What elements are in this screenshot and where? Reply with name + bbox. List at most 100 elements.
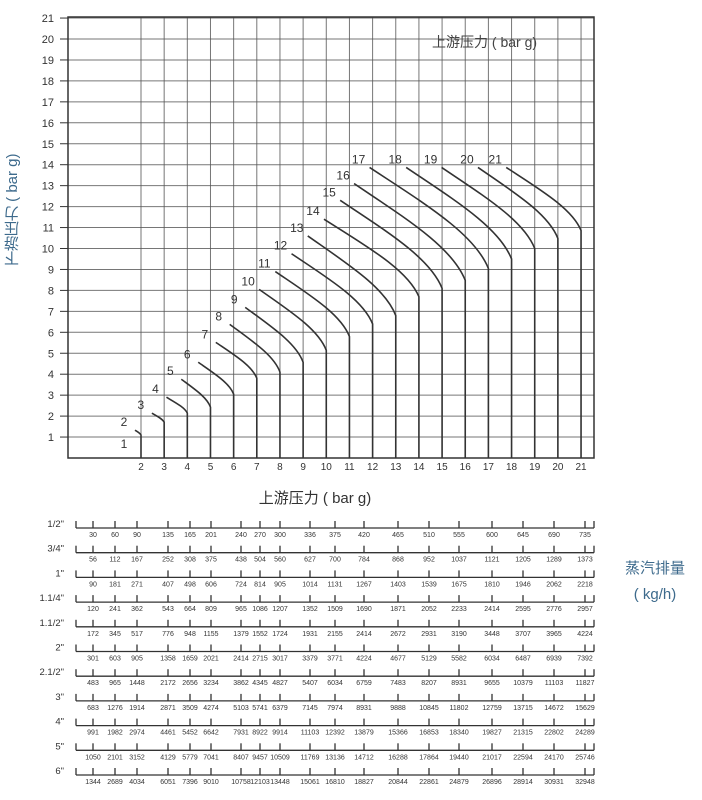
flow-value: 336 xyxy=(304,532,316,539)
flow-value: 965 xyxy=(235,606,247,613)
flow-value: 700 xyxy=(329,557,341,564)
pipe-size-label: 1" xyxy=(55,568,64,579)
flow-value: 21315 xyxy=(513,730,533,737)
curve-label: 16 xyxy=(336,169,350,183)
flow-value: 241 xyxy=(109,606,121,613)
flow-value: 9457 xyxy=(252,754,268,761)
y-tick-label: 12 xyxy=(42,202,54,214)
flow-value: 172 xyxy=(87,631,99,638)
flow-value: 6642 xyxy=(203,730,219,737)
flow-value: 4224 xyxy=(356,656,372,663)
flow-value: 627 xyxy=(304,557,316,564)
flow-value: 2172 xyxy=(160,680,176,687)
y-tick-label: 17 xyxy=(42,97,54,109)
flow-value: 2957 xyxy=(577,606,593,613)
flow-value: 3234 xyxy=(203,680,219,687)
y-tick-label: 9 xyxy=(48,264,54,276)
flow-value: 9914 xyxy=(272,730,288,737)
flow-value: 776 xyxy=(162,631,174,638)
flow-value: 21017 xyxy=(482,754,502,761)
y-tick-label: 8 xyxy=(48,285,54,297)
flow-value: 24879 xyxy=(449,779,469,786)
flow-value: 14712 xyxy=(354,754,374,761)
curve-label: 14 xyxy=(306,204,320,218)
flow-value: 300 xyxy=(274,532,286,539)
flow-value: 3862 xyxy=(233,680,249,687)
flow-value: 345 xyxy=(109,631,121,638)
flow-value: 112 xyxy=(109,557,120,564)
flow-value: 24170 xyxy=(544,754,564,761)
flow-value: 8407 xyxy=(233,754,249,761)
flow-value: 7145 xyxy=(302,705,318,712)
flow-value: 2595 xyxy=(515,606,531,613)
flow-value: 308 xyxy=(184,557,196,564)
x-tick-label: 3 xyxy=(161,462,167,473)
pressure-curve-20 xyxy=(477,166,559,458)
curve-label: 12 xyxy=(274,239,288,253)
flow-value: 1448 xyxy=(129,680,145,687)
flow-value: 15629 xyxy=(575,705,595,712)
pressure-curve-11 xyxy=(274,270,351,458)
flow-value: 1539 xyxy=(421,581,437,588)
pressure-curve-21 xyxy=(505,166,582,458)
x-tick-label: 2 xyxy=(138,462,144,473)
flow-value: 438 xyxy=(235,557,247,564)
flow-value: 1659 xyxy=(182,656,198,663)
flow-value: 683 xyxy=(87,705,99,712)
flow-value: 5407 xyxy=(302,680,318,687)
flow-value: 10845 xyxy=(419,705,439,712)
flow-value: 201 xyxy=(205,532,217,539)
flow-value: 555 xyxy=(453,532,465,539)
flow-value: 3017 xyxy=(272,656,288,663)
pressure-curve-4 xyxy=(166,396,189,458)
y-tick-label: 13 xyxy=(42,181,54,193)
flow-value: 15061 xyxy=(300,779,320,786)
curve-label: 3 xyxy=(138,398,145,412)
flow-value: 948 xyxy=(184,631,196,638)
flow-value: 6487 xyxy=(515,656,531,663)
flow-value: 1289 xyxy=(546,557,562,564)
inner-axis-label: 上游压力 ( bar g) xyxy=(432,34,538,50)
flow-value: 6759 xyxy=(356,680,372,687)
curve-label: 11 xyxy=(258,257,271,271)
flow-value: 784 xyxy=(358,557,370,564)
flow-value: 25746 xyxy=(575,754,595,761)
pressure-curve-8 xyxy=(229,323,281,458)
flow-value: 7483 xyxy=(390,680,406,687)
curve-label: 15 xyxy=(322,185,336,199)
flow-value: 1946 xyxy=(515,581,531,588)
flow-value: 22594 xyxy=(513,754,533,761)
flow-value: 560 xyxy=(274,557,286,564)
flow-value: 6939 xyxy=(546,656,562,663)
flow-value: 504 xyxy=(254,557,266,564)
flow-value: 543 xyxy=(162,606,174,613)
flow-value: 4034 xyxy=(129,779,145,786)
pipe-size-label: 6" xyxy=(55,766,64,777)
x-tick-label: 4 xyxy=(185,462,191,473)
pressure-curve-10 xyxy=(258,288,328,458)
flow-value: 13136 xyxy=(325,754,345,761)
curve-label: 6 xyxy=(184,347,191,361)
flow-value: 690 xyxy=(548,532,560,539)
pipe-size-label: 2.1/2" xyxy=(39,667,64,678)
flow-value: 375 xyxy=(205,557,217,564)
y-tick-label: 11 xyxy=(43,223,54,235)
flow-value: 4224 xyxy=(577,631,593,638)
x-tick-label: 7 xyxy=(254,462,260,473)
flow-value: 724 xyxy=(235,581,247,588)
flow-value: 3379 xyxy=(302,656,318,663)
flow-value: 11103 xyxy=(545,680,564,687)
flow-value: 407 xyxy=(162,581,174,588)
flow-value: 2218 xyxy=(577,581,593,588)
pipe-size-label: 1.1/4" xyxy=(39,593,64,604)
flow-value: 271 xyxy=(131,581,143,588)
flow-value: 167 xyxy=(131,557,143,564)
flow-value: 965 xyxy=(109,680,121,687)
flow-value: 9010 xyxy=(203,779,219,786)
x-tick-label: 19 xyxy=(529,462,541,473)
flow-value: 2062 xyxy=(546,581,562,588)
flow-value: 362 xyxy=(131,606,143,613)
pressure-curve-6 xyxy=(197,361,235,458)
pressure-curve-12 xyxy=(291,253,374,458)
